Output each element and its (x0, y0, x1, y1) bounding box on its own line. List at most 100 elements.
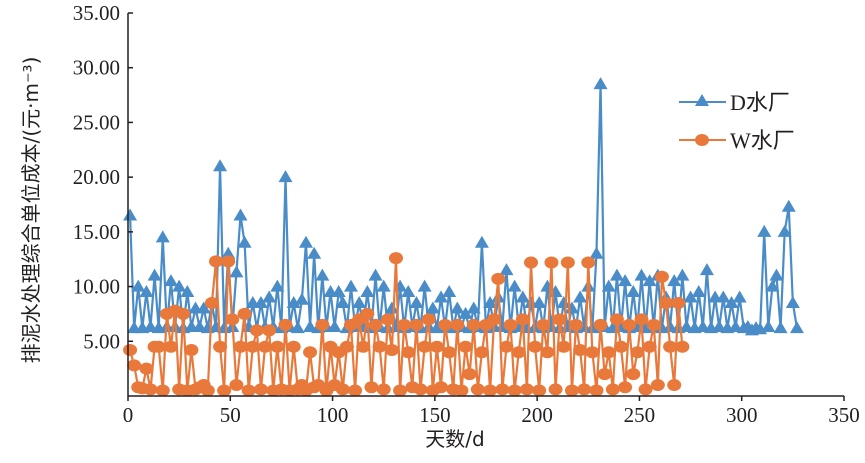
data-point-circle (217, 384, 232, 397)
data-point-circle (270, 340, 285, 353)
data-point-circle (614, 340, 629, 353)
data-point-circle (433, 381, 448, 394)
data-point-triangle (507, 279, 522, 292)
data-point-circle (163, 340, 178, 353)
data-point-triangle (712, 320, 727, 333)
legend-label-w: W水厂 (730, 128, 795, 153)
data-point-triangle (634, 268, 649, 281)
data-point-triangle (298, 235, 313, 248)
data-point-circle (503, 318, 518, 331)
data-point-triangle (765, 279, 780, 292)
data-point-triangle (290, 321, 305, 334)
data-point-triangle (294, 292, 309, 305)
data-point-triangle (683, 290, 698, 303)
x-tick-label: 0 (123, 403, 134, 427)
data-point-circle (573, 344, 588, 357)
data-point-circle (208, 255, 223, 268)
data-point-triangle (728, 320, 743, 333)
data-point-triangle (343, 279, 358, 292)
y-tick-label: 35.00 (73, 1, 120, 25)
data-point-circle (151, 340, 166, 353)
data-point-triangle (777, 224, 792, 237)
data-point-triangle (172, 279, 187, 292)
data-point-triangle (532, 295, 547, 308)
x-tick-label: 250 (624, 403, 656, 427)
data-point-circle (429, 340, 444, 353)
data-point-circle (356, 340, 371, 353)
data-point-triangle (716, 290, 731, 303)
data-point-triangle (213, 159, 228, 172)
data-point-circle (348, 384, 363, 397)
data-point-triangle (515, 290, 530, 303)
data-point-circle (605, 383, 620, 396)
x-tick-label: 350 (828, 403, 860, 427)
triangle-marker-icon (695, 94, 709, 106)
data-point-triangle (237, 235, 252, 248)
data-point-circle (626, 368, 641, 381)
data-point-circle (376, 383, 391, 396)
data-point-circle (155, 384, 170, 397)
data-point-triangle (458, 306, 473, 319)
data-point-triangle (307, 246, 322, 259)
data-point-triangle (229, 265, 244, 278)
data-point-circle (515, 313, 530, 326)
data-point-circle (622, 318, 637, 331)
data-point-circle (487, 313, 502, 326)
data-point-circle (204, 296, 219, 309)
data-point-circle (630, 346, 645, 359)
data-point-triangle (401, 285, 416, 298)
data-point-circle (200, 384, 215, 397)
data-point-triangle (331, 285, 346, 298)
data-point-circle (262, 324, 277, 337)
data-point-circle (646, 318, 661, 331)
data-point-circle (315, 318, 330, 331)
data-point-circle (540, 346, 555, 359)
data-point-triangle (352, 295, 367, 308)
data-point-triangle (785, 295, 800, 308)
data-point-circle (384, 344, 399, 357)
data-point-circle (597, 368, 612, 381)
data-point-triangle (691, 285, 706, 298)
ticks-layer: 0 50 100 150 200 250 300 350 5.00 10.00 15.00 20.00… (73, 1, 860, 427)
data-point-triangle (409, 295, 424, 308)
x-tick-label: 150 (419, 403, 451, 427)
data-point-circle (438, 318, 453, 331)
data-point-triangle (724, 295, 739, 308)
data-point-triangle (593, 77, 608, 90)
data-point-triangle (609, 268, 624, 281)
data-point-triangle (368, 268, 383, 281)
data-point-triangle (732, 290, 747, 303)
data-point-circle (589, 384, 604, 397)
data-point-circle (413, 383, 428, 396)
data-point-triangle (270, 279, 285, 292)
series-w (123, 252, 690, 397)
data-point-triangle (573, 290, 588, 303)
data-point-triangle (221, 246, 236, 259)
y-tick-label: 5.00 (83, 329, 120, 353)
x-tick-label: 100 (317, 403, 349, 427)
data-point-circle (417, 340, 432, 353)
circle-marker-icon (695, 134, 709, 146)
legend-item-d: D水厂 (679, 90, 790, 115)
data-point-circle (237, 307, 252, 320)
data-point-triangle (626, 285, 641, 298)
data-point-circle (286, 340, 301, 353)
data-point-triangle (384, 301, 399, 314)
data-point-circle (442, 346, 457, 359)
data-point-circle (409, 318, 424, 331)
data-point-triangle (781, 199, 796, 212)
data-point-circle (659, 296, 674, 309)
data-point-triangle (679, 320, 694, 333)
y-tick-label: 30.00 (73, 56, 120, 80)
data-point-triangle (155, 230, 170, 243)
data-point-circle (462, 368, 477, 381)
data-point-triangle (499, 263, 514, 276)
data-point-triangle (433, 290, 448, 303)
legend-item-w: W水厂 (679, 128, 795, 153)
data-point-circle (454, 384, 469, 397)
data-point-circle (564, 384, 579, 397)
data-point-triangle (769, 268, 784, 281)
data-point-circle (491, 272, 506, 285)
data-point-circle (642, 340, 657, 353)
data-point-circle (368, 318, 383, 331)
